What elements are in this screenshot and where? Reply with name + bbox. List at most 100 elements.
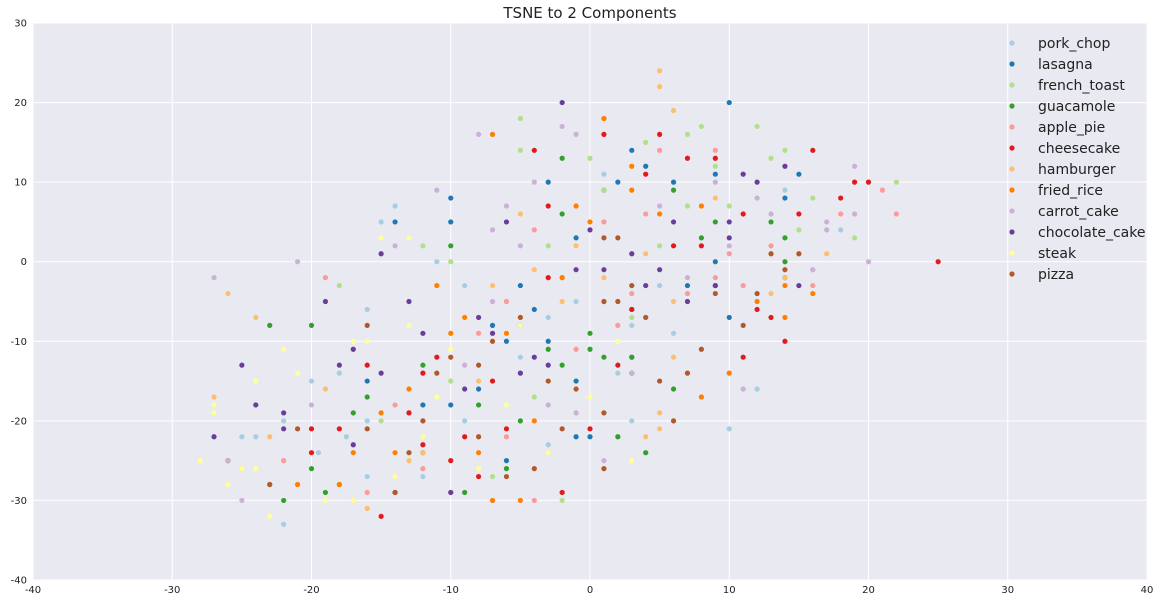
data-point-steak	[615, 338, 621, 344]
data-point-guacamole	[559, 362, 565, 368]
data-point-hamburger	[657, 68, 663, 74]
data-point-steak	[211, 402, 217, 408]
data-point-cheesecake	[810, 147, 816, 153]
data-point-apple-pie	[712, 275, 718, 281]
data-point-chocolate-cake	[545, 362, 551, 368]
data-point-lasagna	[712, 259, 718, 265]
data-point-fried-rice	[489, 497, 496, 504]
data-point-french-toast	[782, 147, 788, 153]
data-point-lasagna	[573, 378, 579, 384]
x-tick-label: -40	[25, 585, 41, 596]
data-point-lasagna	[545, 338, 551, 344]
data-point-chocolate-cake	[462, 386, 468, 392]
data-point-chocolate-cake	[796, 282, 802, 289]
legend-label-guacamole: guacamole	[1038, 99, 1115, 115]
x-tick-label: 30	[1001, 585, 1014, 596]
data-point-cheesecake	[364, 362, 370, 368]
data-point-carrot-cake	[768, 211, 774, 217]
data-point-chocolate-cake	[378, 251, 384, 257]
data-point-steak	[448, 346, 454, 352]
data-point-pork-chop	[378, 219, 384, 225]
data-point-pizza	[629, 282, 635, 289]
data-point-fried-rice	[517, 497, 523, 504]
data-point-french-toast	[601, 187, 607, 193]
data-point-guacamole	[322, 489, 329, 496]
data-point-pork-chop	[364, 473, 370, 480]
data-point-chocolate-cake	[684, 298, 691, 305]
data-point-pork-chop	[281, 418, 287, 424]
data-point-carrot-cake	[531, 179, 537, 185]
legend-label-chocolate-cake: chocolate_cake	[1038, 225, 1145, 241]
data-point-pork-chop	[308, 378, 315, 384]
data-point-cheesecake	[712, 155, 718, 161]
data-point-lasagna	[545, 179, 551, 185]
data-point-cheesecake	[601, 131, 607, 137]
data-point-pizza	[601, 410, 607, 416]
data-point-cheesecake	[865, 179, 872, 185]
data-point-lasagna	[531, 306, 537, 313]
data-point-pork-chop	[392, 203, 398, 209]
data-point-pork-chop	[364, 418, 370, 424]
data-point-chocolate-cake	[211, 434, 217, 440]
data-point-carrot-cake	[476, 131, 482, 137]
data-point-pork-chop	[517, 354, 523, 360]
data-point-lasagna	[476, 386, 482, 392]
data-point-lasagna	[364, 378, 370, 384]
data-point-lasagna	[670, 179, 677, 185]
data-point-steak	[406, 235, 412, 241]
y-tick-label: -20	[11, 416, 27, 427]
data-point-cheesecake	[378, 513, 384, 519]
data-point-chocolate-cake	[726, 219, 732, 225]
data-point-carrot-cake	[684, 275, 691, 281]
data-point-chocolate-cake	[406, 298, 412, 305]
data-point-carrot-cake	[294, 259, 301, 265]
data-point-chocolate-cake	[643, 282, 649, 289]
data-point-carrot-cake	[824, 219, 830, 225]
data-point-fried-rice	[378, 410, 384, 416]
data-point-pizza	[670, 418, 677, 424]
data-point-pork-chop	[364, 306, 370, 313]
data-point-cheesecake	[420, 442, 426, 448]
data-point-hamburger	[657, 84, 663, 90]
data-point-hamburger	[420, 450, 426, 456]
data-point-cheesecake	[503, 426, 510, 432]
data-point-hamburger	[670, 298, 677, 305]
data-point-cheesecake	[489, 378, 496, 384]
data-point-lasagna	[448, 195, 454, 201]
data-point-carrot-cake	[629, 370, 635, 376]
data-point-pizza	[267, 481, 273, 488]
data-point-cheesecake	[448, 458, 454, 464]
data-point-guacamole	[545, 346, 551, 352]
data-point-pizza	[545, 378, 551, 384]
data-point-steak	[587, 394, 593, 400]
data-point-cheesecake	[587, 426, 593, 432]
data-point-steak	[253, 378, 259, 384]
data-point-french-toast	[768, 155, 774, 161]
data-point-lasagna	[573, 434, 579, 440]
data-point-guacamole	[643, 450, 649, 456]
data-point-chocolate-cake	[448, 489, 454, 496]
data-point-chocolate-cake	[629, 251, 635, 257]
data-point-pork-chop	[434, 259, 440, 265]
data-point-steak	[225, 481, 231, 488]
y-tick-label: -10	[11, 337, 27, 348]
data-point-carrot-cake	[211, 275, 217, 281]
data-point-steak	[350, 338, 356, 344]
data-point-lasagna	[489, 322, 496, 328]
data-point-lasagna	[726, 314, 732, 321]
data-point-pork-chop	[573, 298, 579, 305]
data-point-pizza	[601, 298, 607, 305]
data-point-cheesecake	[684, 155, 691, 161]
data-point-lasagna	[726, 99, 732, 106]
x-tick-label: -10	[443, 585, 459, 596]
data-point-guacamole	[615, 434, 621, 440]
data-point-carrot-cake	[239, 497, 245, 504]
data-point-french-toast	[657, 243, 663, 249]
data-point-pork-chop	[754, 386, 760, 392]
data-point-apple-pie	[281, 458, 287, 464]
data-point-guacamole	[308, 466, 315, 472]
data-point-steak	[267, 513, 273, 519]
data-point-pizza	[476, 362, 482, 368]
data-point-pork-chop	[782, 187, 788, 193]
